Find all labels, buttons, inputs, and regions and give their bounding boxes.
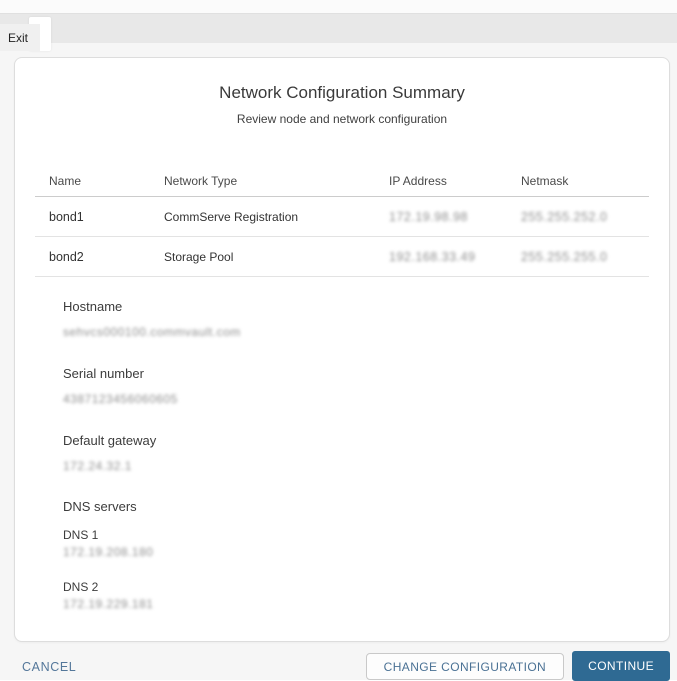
table-row: bond1 CommServe Registration 172.19.98.9…	[35, 197, 649, 237]
serial-number-section: Serial number 4387123456060605	[63, 366, 669, 406]
column-header-ip-address: IP Address	[389, 174, 447, 188]
top-band	[0, 13, 677, 43]
cell-netmask: 255.255.255.0	[521, 249, 608, 264]
dns2-label: DNS 2	[63, 580, 99, 594]
page-title: Network Configuration Summary	[219, 83, 465, 102]
column-header-name: Name	[49, 174, 82, 188]
default-gateway-label: Default gateway	[63, 433, 157, 448]
table-row: bond2 Storage Pool 192.168.33.49 255.255…	[35, 237, 649, 277]
details-sections: Hostname sehvcs000100.commvault.com Seri…	[63, 299, 669, 611]
column-header-network-type: Network Type	[164, 174, 238, 188]
cell-ip-address: 192.168.33.49	[389, 249, 476, 264]
cell-name: bond2	[49, 249, 84, 264]
dns1-block: DNS 1 172.19.208.180	[63, 528, 669, 559]
default-gateway-value: 172.24.32.1	[63, 459, 132, 473]
hostname-section: Hostname sehvcs000100.commvault.com	[63, 299, 669, 339]
dns-servers-label: DNS servers	[63, 499, 137, 514]
network-configuration-summary-card: Network Configuration Summary Review nod…	[14, 57, 670, 642]
dns-servers-section: DNS servers DNS 1 172.19.208.180 DNS 2 1…	[63, 499, 669, 611]
cell-ip-address: 172.19.98.98	[389, 209, 468, 224]
dns1-value: 172.19.208.180	[63, 545, 154, 559]
table-header-row: Name Network Type IP Address Netmask	[35, 166, 649, 197]
network-table: Name Network Type IP Address Netmask bon…	[35, 166, 649, 277]
cell-network-type: Storage Pool	[164, 249, 234, 264]
hostname-value: sehvcs000100.commvault.com	[63, 325, 241, 339]
continue-button[interactable]: CONTINUE	[572, 651, 670, 681]
hostname-label: Hostname	[63, 299, 123, 314]
serial-number-label: Serial number	[63, 366, 144, 381]
cell-name: bond1	[49, 209, 84, 224]
serial-number-value: 4387123456060605	[63, 392, 178, 406]
dns2-block: DNS 2 172.19.229.181	[63, 580, 669, 611]
cell-netmask: 255.255.252.0	[521, 209, 608, 224]
default-gateway-section: Default gateway 172.24.32.1	[63, 433, 669, 473]
page-subtitle: Review node and network configuration	[236, 112, 448, 126]
cell-network-type: CommServe Registration	[164, 209, 299, 224]
cancel-button[interactable]: CANCEL	[22, 660, 77, 674]
footer-action-bar: CANCEL CHANGE CONFIGURATION CONTINUE	[14, 651, 670, 681]
top-strip	[0, 0, 677, 13]
exit-tab[interactable]: Exit	[0, 24, 40, 51]
exit-tab-label: Exit	[8, 30, 29, 45]
dns1-label: DNS 1	[63, 528, 99, 542]
column-header-netmask: Netmask	[521, 174, 569, 188]
change-configuration-button[interactable]: CHANGE CONFIGURATION	[365, 653, 565, 680]
dns2-value: 172.19.229.181	[63, 597, 154, 611]
